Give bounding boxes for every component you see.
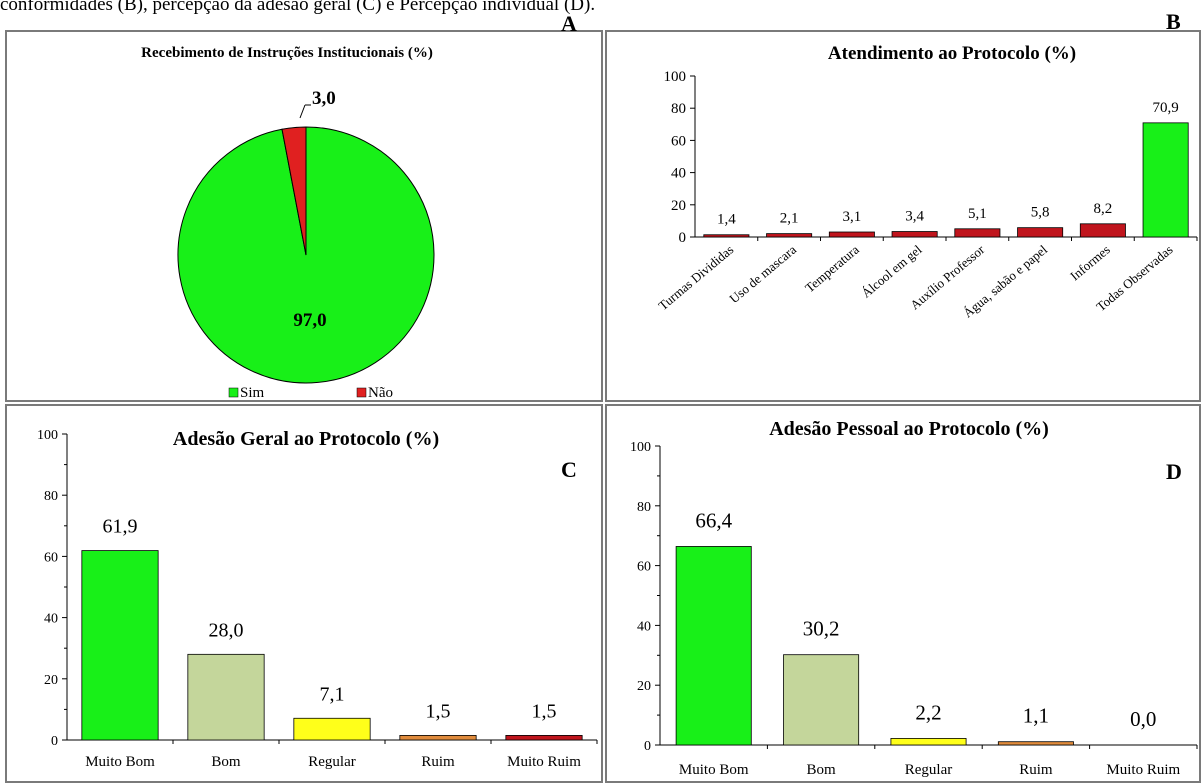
panel-d: Adesão Pessoal ao Protocolo (%) 0 20 40 60 80…: [605, 404, 1201, 783]
bar: [81, 550, 159, 741]
legend-label: Sim: [240, 385, 265, 400]
panel-c: Adesão Geral ao Protocolo (%) 0 20 40 60 80 10…: [5, 404, 603, 783]
x-tick-label: Bom: [807, 762, 837, 778]
bar: [1079, 223, 1126, 238]
figure-caption: conformidades (B), percepção da adesão g…: [0, 0, 596, 15]
x-tick-label: Turmas Divididas: [655, 242, 736, 313]
y-tick-label: 100: [664, 69, 687, 85]
x-tick-label: Ruim: [421, 754, 455, 770]
y-tick-label: 60: [44, 550, 58, 565]
y-tick-label: 20: [671, 198, 686, 214]
x-tick-label: Temperatura: [802, 242, 862, 296]
bar: [1142, 122, 1189, 238]
chart-title: Adesão Geral ao Protocolo (%): [173, 428, 439, 450]
pie-slice-nao: [281, 126, 307, 256]
bar: [997, 741, 1074, 746]
y-tick-label: 80: [44, 489, 58, 504]
y-tick-label: 20: [44, 673, 58, 688]
bar-chart-d: Adesão Pessoal ao Protocolo (%) 0 20 40 60 80…: [630, 418, 1198, 778]
x-tick-label: Regular: [308, 754, 355, 770]
y-tick-label: 80: [637, 500, 651, 515]
data-label: 5,8: [1031, 205, 1050, 221]
bar: [1017, 227, 1064, 238]
data-label: 0,0: [1130, 707, 1156, 731]
chart-title: Recebimento de Instruções Institucionais…: [141, 45, 433, 61]
y-tick-label: 40: [637, 619, 651, 634]
panel-d-letter: D: [1166, 459, 1182, 484]
pie-chart-a: Recebimento de Instruções Institucionais…: [141, 45, 435, 400]
y-tick-label: 0: [644, 739, 651, 754]
data-label: 3,0: [312, 88, 336, 109]
data-label: 61,9: [103, 516, 138, 538]
data-label: 2,1: [780, 211, 799, 227]
legend-swatch: [356, 387, 367, 398]
x-tick-label: Muito Ruim: [1106, 762, 1180, 778]
y-tick-label: 0: [51, 734, 58, 749]
data-label: 97,0: [293, 310, 326, 331]
bar: [505, 735, 583, 741]
data-label: 1,5: [532, 700, 557, 722]
panel-b: Atendimento ao Protocolo (%) 0 20 40 60 80 100…: [605, 30, 1201, 402]
y-tick-label: 20: [637, 679, 651, 694]
y-tick-label: 60: [671, 133, 686, 149]
data-label: 28,0: [209, 619, 244, 641]
chart-title: Atendimento ao Protocolo (%): [828, 43, 1076, 64]
y-tick-label: 0: [679, 230, 687, 246]
x-tick-label: Uso de mascara: [726, 242, 799, 307]
panel-b-letter: B: [1166, 9, 1181, 34]
legend-swatch: [228, 387, 239, 398]
y-tick-label: 100: [630, 440, 651, 455]
data-label: 66,4: [695, 508, 732, 532]
legend-label: Não: [368, 385, 393, 400]
panel-c-letter: C: [561, 457, 577, 482]
y-tick-label: 100: [37, 428, 58, 443]
y-tick-label: 60: [637, 560, 651, 575]
x-tick-label: Bom: [211, 754, 241, 770]
bar: [783, 654, 860, 746]
x-tick-label: Informes: [1067, 242, 1113, 284]
bar: [828, 231, 875, 238]
bar: [766, 233, 813, 238]
data-label: 1,5: [426, 700, 451, 722]
data-label: 2,2: [915, 700, 941, 724]
bar-chart-b: Atendimento ao Protocolo (%) 0 20 40 60 80 100…: [655, 43, 1198, 321]
bar-chart-c: Adesão Geral ao Protocolo (%) 0 20 40 60 80 10…: [37, 428, 598, 770]
bar: [293, 717, 371, 741]
x-tick-label: Álcool em gel: [858, 242, 924, 301]
y-tick-label: 40: [671, 166, 686, 182]
x-tick-label: Ruim: [1019, 762, 1053, 778]
data-label: 70,9: [1153, 100, 1179, 116]
bar: [954, 228, 1001, 238]
chart-title: Adesão Pessoal ao Protocolo (%): [769, 418, 1049, 440]
leader-line: [299, 104, 306, 119]
bar: [703, 234, 750, 238]
bar: [675, 546, 752, 746]
y-tick-label: 80: [671, 101, 686, 117]
panel-a-letter: A: [561, 11, 577, 36]
data-label: 3,1: [843, 209, 862, 225]
data-label: 5,1: [968, 206, 987, 222]
x-tick-label: Regular: [905, 762, 952, 778]
data-label: 1,4: [717, 212, 736, 228]
bar: [187, 653, 265, 741]
bar: [891, 231, 938, 238]
data-label: 3,4: [905, 209, 924, 225]
data-label: 8,2: [1094, 201, 1113, 217]
y-tick-label: 40: [44, 612, 58, 627]
x-tick-label: Muito Bom: [85, 754, 155, 770]
data-label: 1,1: [1023, 704, 1049, 728]
data-label: 30,2: [803, 617, 840, 641]
bar: [890, 738, 967, 746]
x-tick-label: Muito Ruim: [507, 754, 581, 770]
x-tick-label: Muito Bom: [679, 762, 749, 778]
panel-a: Recebimento de Instruções Institucionais…: [5, 30, 603, 402]
data-label: 7,1: [320, 683, 345, 705]
bar: [399, 735, 477, 741]
